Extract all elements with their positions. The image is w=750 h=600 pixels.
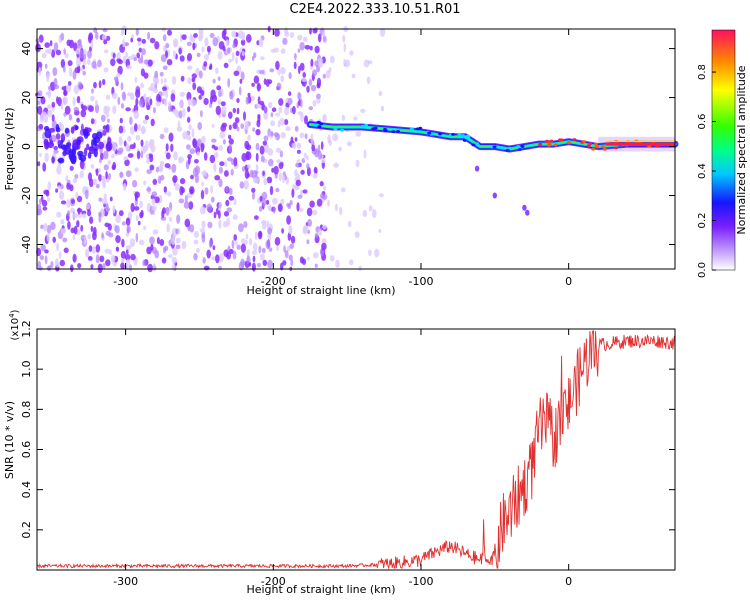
trace-blob [553, 143, 558, 147]
trace-blob [457, 132, 462, 136]
trace-core-edge [605, 140, 675, 143]
y-tick-label: 1.2 [20, 320, 33, 338]
x-tick-label: -100 [408, 575, 433, 588]
trace-blob [317, 125, 322, 128]
y-tick-label: 0.2 [20, 521, 33, 539]
colorbar-frame [711, 29, 736, 271]
colorbar-label: Normalized spectral amplitude [735, 65, 748, 234]
trace-blob [474, 165, 480, 172]
trace-blob [522, 204, 527, 211]
y-tick-label: 40 [20, 42, 33, 56]
y-tick-label: 20 [20, 91, 33, 105]
colorbar-tick-label: 0.0 [697, 262, 708, 278]
y-axis-label: SNR (10 * v/v) [3, 401, 16, 479]
x-tick-label: -100 [408, 275, 433, 288]
trace-blob [492, 145, 497, 149]
trace-blob [409, 127, 414, 131]
signal-trace [306, 120, 679, 216]
snr-series-line [36, 330, 676, 570]
trace-blob [460, 134, 465, 138]
trace-blob [391, 130, 396, 134]
trace-blob [572, 138, 577, 141]
trace-blob [462, 139, 467, 142]
trace-blob [340, 128, 345, 132]
trace-blob [373, 126, 378, 130]
trace-blob [591, 147, 596, 151]
colorbar-tick-label: 0.8 [697, 64, 708, 80]
trace-blob [582, 140, 586, 143]
trace-blob [549, 139, 554, 143]
trace-blob [313, 123, 318, 127]
trace-core [605, 142, 675, 146]
trace-blob [471, 143, 476, 147]
colorbar: 0.0 0.2 0.4 0.6 0.8 Normalized spectral ampli… [697, 29, 748, 278]
trace-blob [333, 127, 338, 131]
trace-blob [492, 192, 497, 199]
y-tick-label: 0 [20, 143, 33, 150]
trace-blob [383, 129, 388, 133]
x-tick-label: -200 [261, 275, 286, 288]
trace-blob [475, 142, 479, 146]
snr-background [37, 329, 675, 570]
trace-blob [545, 139, 550, 143]
trace-blob [558, 138, 563, 142]
y-tick-label: 0.6 [20, 441, 33, 459]
y-tick-label: 0.4 [20, 481, 33, 499]
trace-blob [505, 148, 510, 152]
trace-blob [588, 142, 593, 146]
trace-blob [602, 147, 607, 151]
trace-blob [507, 146, 512, 150]
trace-blob [517, 148, 522, 151]
x-tick-label: -300 [113, 275, 138, 288]
trace-blob [516, 145, 521, 148]
trace-blob [465, 134, 470, 138]
heatmap-noise [35, 25, 675, 274]
trace-blob [360, 124, 365, 128]
trace-blob [316, 120, 321, 124]
trace-blob [396, 130, 400, 133]
trace-blob [566, 141, 571, 145]
y-tick-label: -40 [20, 236, 33, 254]
x-tick-label: 0 [565, 575, 572, 588]
colorbar-gradient [712, 30, 735, 270]
trace-blob [520, 145, 525, 148]
trace-blob [415, 127, 420, 131]
trace-blob [427, 131, 432, 135]
trace-blob [525, 209, 530, 216]
trace-blob [600, 145, 605, 149]
y-axis-label: Frequency (Hz) [3, 108, 16, 191]
x-tick-label: -300 [113, 575, 138, 588]
trace-blob [594, 142, 598, 146]
figure-title: C2E4.2022.333.10.51.R01 [289, 2, 461, 17]
snr-panel: -300 -200 -100 0 0.2 0.4 0.6 0.8 1.0 1.2 Height of… [3, 309, 676, 596]
trace-blob [501, 146, 506, 150]
trace-blob [538, 142, 543, 146]
colorbar-tick-label: 0.6 [697, 114, 708, 130]
trace-blob [613, 146, 618, 150]
y-tick-label: 0.8 [20, 401, 33, 419]
trace-blob [594, 144, 599, 148]
colorbar-tick-label: 0.4 [697, 163, 708, 179]
x-tick-label: 0 [565, 275, 572, 288]
trace-blob [451, 133, 455, 136]
trace-blob [438, 132, 443, 136]
colorbar-tick-label: 0.2 [697, 213, 708, 229]
x-axis-label: Height of straight line (km) [246, 583, 395, 596]
trace-blob [546, 143, 551, 147]
heatmap-frame [36, 28, 676, 270]
trace-blob [364, 123, 369, 127]
y-tick-label: 1.0 [20, 360, 33, 378]
x-tick-label: -200 [261, 575, 286, 588]
y-tick-label: -20 [20, 187, 33, 205]
x-axis-label: Height of straight line (km) [246, 284, 395, 297]
y-axis-multiplier: (x104) [8, 309, 21, 340]
